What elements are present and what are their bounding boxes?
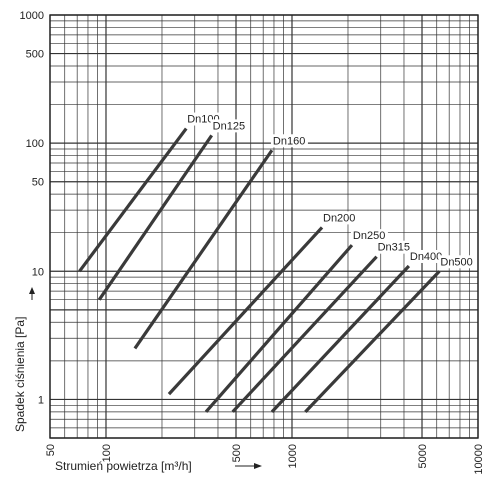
series-line-dn160 [133,149,274,350]
plot-frame [49,14,479,439]
x-tick-label: 1000 [287,444,299,468]
grid [49,14,479,439]
y-tick-label: 1000 [20,10,44,22]
series-label-dn315: Dn315 [378,242,410,254]
y-tick-label: 1 [38,394,44,406]
series-label-bg [321,211,359,225]
series-line-dn125 [97,134,214,301]
tick-labels: 1 10 50 100 500 1000 50 100 500 1000 5000 10000 [20,10,485,475]
series-label-bg [210,119,248,133]
series-label-bg [270,134,308,148]
x-tick-label: 50 [45,444,57,456]
series-label-bg [375,240,413,254]
y-axis-arrowhead [29,287,35,294]
series-label-dn200: Dn200 [323,212,355,224]
y-tick-label: 10 [32,266,44,278]
y-tick-label: 100 [26,138,44,150]
y-tick-label: 50 [32,177,44,189]
series-line-dn250 [204,244,354,413]
series-line-dn400 [270,264,411,413]
series-label-dn500: Dn500 [440,256,472,268]
series-label-dn160: Dn160 [273,135,305,147]
series-label-bg [407,249,445,263]
y-axis-title: Spadek ciśnienia [Pa] [13,317,27,432]
x-tick-label: 10000 [473,444,485,475]
series-line-dn315 [231,255,378,413]
x-tick-label: 5000 [417,444,429,468]
series-label-dn400: Dn400 [410,251,442,263]
series-line-dn500 [304,270,441,413]
series-label-bg [438,255,476,269]
y-tick-label: 500 [26,49,44,61]
series-label-bg [350,229,388,243]
series-line-dn100 [78,127,188,273]
x-axis-title: Strumień powietrza [m³/h] [55,459,192,473]
x-tick-label: 500 [231,444,243,462]
series-line-dn200 [167,226,324,396]
series-label-dn250: Dn250 [353,230,385,242]
series-label-dn125: Dn125 [213,120,245,132]
x-tick-label: 100 [101,444,113,462]
x-axis-arrowhead [254,463,262,469]
series-lines [78,127,441,413]
